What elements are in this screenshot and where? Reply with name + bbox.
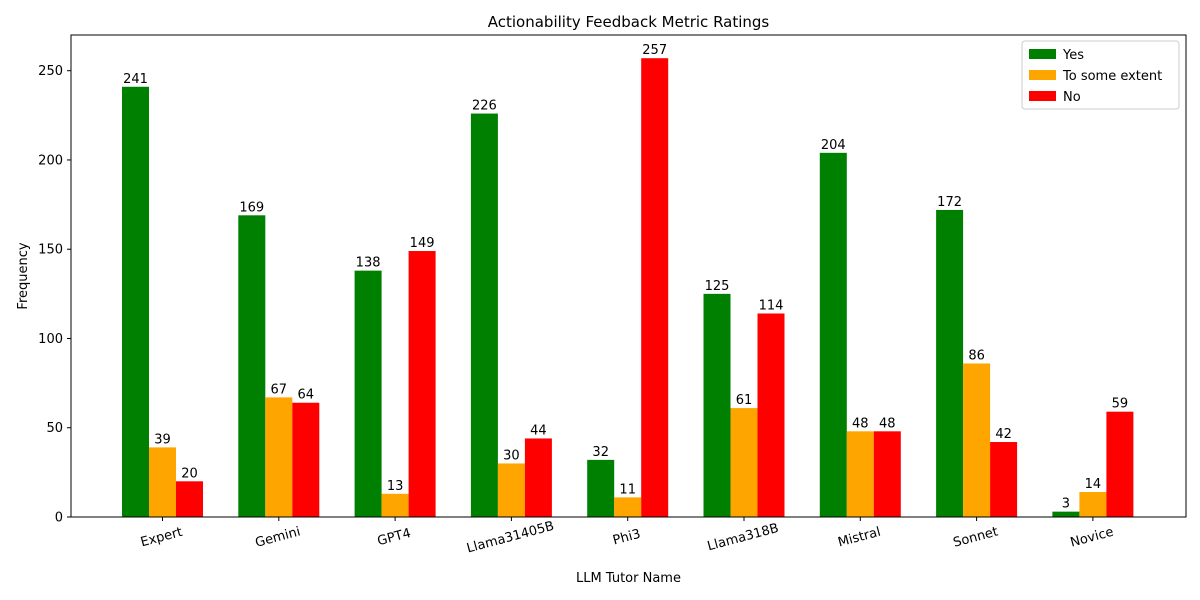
- bar-value-label: 42: [995, 427, 1012, 442]
- bar-value-label: 59: [1112, 397, 1129, 412]
- bar-gemini-yes: [238, 215, 266, 517]
- bar-mistral-no: [873, 431, 901, 517]
- bar-llama31405b-yes: [470, 113, 498, 517]
- x-tick-label-sonnet: Sonnet: [952, 524, 1000, 550]
- bars-layer: [122, 58, 1134, 518]
- x-tick-label-gemini: Gemini: [254, 524, 303, 550]
- bar-value-label: 44: [530, 423, 547, 438]
- bar-value-label: 64: [298, 388, 315, 403]
- bar-phi3-yes: [587, 459, 615, 517]
- bar-gemini-no: [292, 402, 320, 517]
- bar-sonnet-to-some-extent: [963, 363, 991, 517]
- bar-value-label: 149: [410, 236, 435, 251]
- bar-value-label: 204: [821, 138, 846, 153]
- y-tick-label: 50: [46, 421, 63, 436]
- bar-llama318b-no: [757, 313, 785, 517]
- bar-value-label: 3: [1062, 497, 1070, 512]
- legend-swatch-to-some-extent: [1029, 70, 1056, 80]
- bar-expert-to-some-extent: [149, 447, 176, 517]
- legend-box: [1021, 40, 1180, 110]
- bar-novice-to-some-extent: [1079, 492, 1107, 517]
- y-axis-title: Frequency: [16, 242, 31, 309]
- bar-novice-no: [1106, 411, 1134, 517]
- bar-sonnet-yes: [936, 209, 964, 517]
- x-tick-label-llama31405b: Llama31405B: [465, 519, 556, 557]
- bar-value-label: 32: [592, 445, 609, 460]
- bar-value-label: 30: [503, 448, 520, 463]
- bar-gpt4-yes: [354, 270, 382, 517]
- x-tick-label-phi3: Phi3: [611, 527, 642, 549]
- bar-llama31405b-to-some-extent: [497, 463, 525, 517]
- bar-llama318b-yes: [703, 293, 731, 517]
- bar-value-label: 241: [123, 72, 148, 87]
- legend-swatch-no: [1029, 91, 1056, 101]
- bar-mistral-to-some-extent: [846, 431, 874, 517]
- bar-value-label: 114: [759, 298, 784, 313]
- bar-gpt4-no: [408, 251, 436, 518]
- bar-value-label: 11: [619, 482, 636, 497]
- bar-value-label: 67: [271, 382, 288, 397]
- x-tick-label-expert: Expert: [139, 525, 184, 551]
- legend-label-to-some-extent: To some extent: [1062, 69, 1162, 84]
- bar-phi3-to-some-extent: [614, 497, 642, 517]
- y-tick-label: 200: [38, 153, 63, 168]
- bar-gemini-to-some-extent: [265, 397, 293, 517]
- bar-value-label: 169: [239, 200, 264, 215]
- x-tick-label-llama318b: Llama318B: [706, 521, 781, 554]
- y-tick-label: 150: [38, 243, 63, 258]
- legend-label-yes: Yes: [1062, 48, 1084, 63]
- bar-value-label: 14: [1085, 477, 1102, 492]
- y-tick-label: 0: [55, 511, 63, 526]
- bar-value-label: 86: [968, 348, 985, 363]
- bar-value-label: 39: [154, 432, 171, 447]
- bar-value-label: 125: [705, 279, 730, 294]
- legend-swatch-yes: [1029, 49, 1056, 59]
- bar-value-label: 61: [736, 393, 753, 408]
- y-tick-label: 100: [38, 332, 63, 347]
- legend: Yes To some extent No: [1021, 40, 1180, 110]
- bar-value-label: 257: [642, 43, 667, 58]
- x-axis-title: LLM Tutor Name: [576, 571, 681, 586]
- bar-sonnet-no: [990, 442, 1018, 517]
- bar-labels-layer: 241 39 20 169 67 64 138 13 149 226 30 44 32 11 257 125 6…: [123, 43, 1128, 511]
- x-tick-label-novice: Novice: [1069, 525, 1116, 551]
- bar-novice-yes: [1052, 511, 1080, 517]
- bar-value-label: 172: [937, 195, 962, 210]
- bar-llama318b-to-some-extent: [730, 408, 758, 517]
- bar-value-label: 48: [879, 416, 896, 431]
- y-tick-label: 250: [38, 64, 63, 79]
- legend-label-no: No: [1063, 90, 1081, 105]
- bar-value-label: 48: [852, 416, 869, 431]
- bar-value-label: 13: [387, 479, 404, 494]
- bar-llama31405b-no: [524, 438, 552, 517]
- plot-frame: [70, 34, 1187, 518]
- bar-phi3-no: [641, 58, 669, 518]
- bar-mistral-yes: [819, 152, 847, 518]
- bar-expert-no: [176, 481, 203, 517]
- bar-gpt4-to-some-extent: [381, 493, 409, 517]
- chart-title: Actionability Feedback Metric Ratings: [488, 13, 770, 31]
- bar-value-label: 226: [472, 99, 497, 114]
- x-tick-label-gpt4: GPT4: [376, 526, 413, 549]
- bar-expert-yes: [122, 86, 149, 517]
- x-tick-label-mistral: Mistral: [836, 525, 882, 551]
- bar-value-label: 20: [181, 466, 198, 481]
- bar-value-label: 138: [356, 256, 381, 271]
